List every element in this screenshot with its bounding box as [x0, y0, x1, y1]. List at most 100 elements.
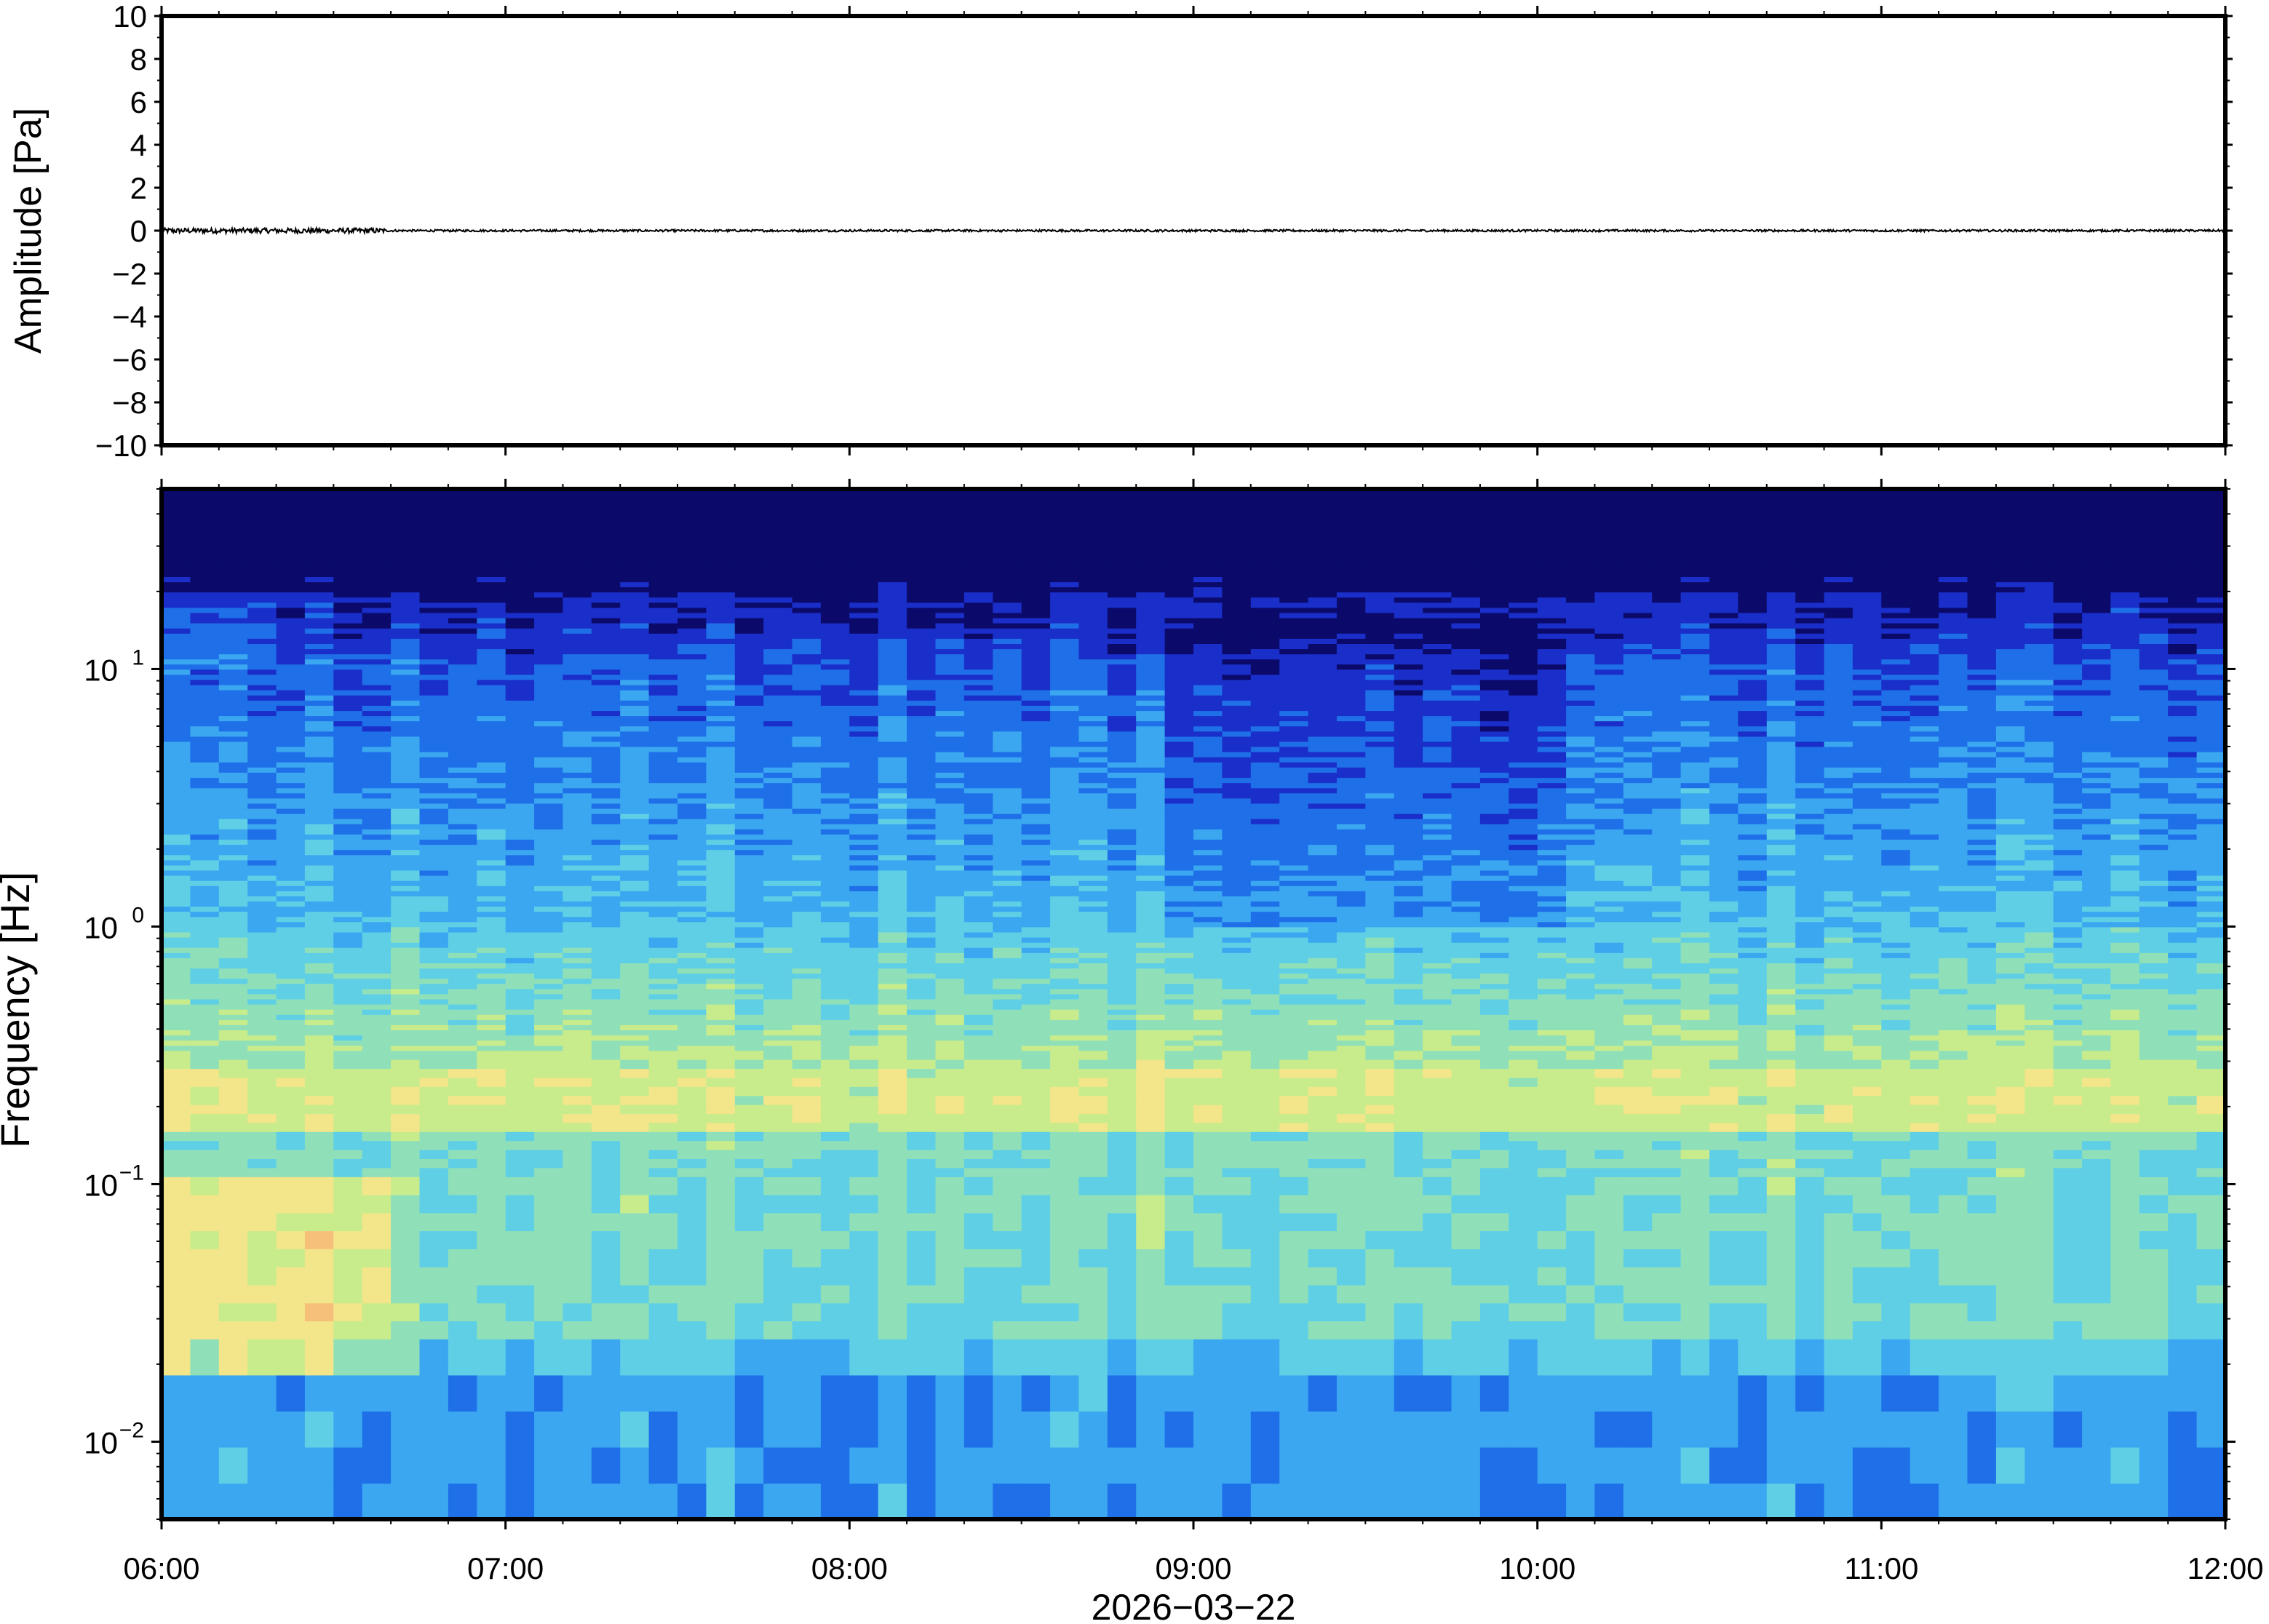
- spectrogram-cell: [878, 653, 907, 660]
- spectrogram-cell: [620, 834, 650, 840]
- spectrogram-cell: [734, 963, 764, 969]
- spectrogram-cell: [448, 819, 478, 824]
- spectrogram-cell: [563, 1158, 592, 1169]
- spectrogram-cell: [677, 839, 707, 845]
- amp-y-tick-label: 8: [130, 42, 147, 76]
- spectrogram-cell: [1078, 931, 1108, 938]
- spectrogram-cell: [1250, 633, 1280, 639]
- spectrogram-cell: [1193, 1284, 1223, 1304]
- spectrogram-cell: [1250, 695, 1280, 701]
- spectrogram-cell: [1021, 690, 1051, 696]
- spectrogram-cell: [391, 1086, 421, 1096]
- spectrogram-cell: [993, 1374, 1022, 1412]
- spectrogram-cell: [391, 813, 421, 819]
- spectrogram-cell: [1107, 1131, 1137, 1142]
- spectrogram-cell: [333, 612, 363, 618]
- spectrogram-cell: [1021, 741, 1051, 747]
- spectrogram-cell: [1107, 942, 1137, 948]
- spectrogram-cell: [591, 586, 621, 593]
- spectrogram-cell: [935, 849, 965, 856]
- spectrogram-cell: [1250, 1030, 1280, 1036]
- spectrogram-cell: [247, 618, 277, 624]
- spectrogram-cell: [534, 586, 564, 593]
- spectrogram-cell: [677, 921, 707, 928]
- spectrogram-cell: [1050, 767, 1080, 773]
- spectrogram-cell: [1193, 772, 1223, 779]
- spectrogram-cell: [1021, 834, 1051, 840]
- spectrogram-cell: [304, 1267, 335, 1286]
- spectrogram-cell: [162, 607, 191, 613]
- spectrogram-cell: [1021, 869, 1051, 876]
- spectrogram-cell: [162, 643, 191, 650]
- spectrogram-cell: [534, 1059, 564, 1070]
- spectrogram-cell: [648, 669, 678, 675]
- spectrogram-cell: [162, 767, 191, 773]
- spectrogram-cell: [1021, 1321, 1051, 1340]
- spectrogram-cell: [1164, 752, 1194, 757]
- spectrogram-cell: [1050, 1004, 1080, 1010]
- spectrogram-cell: [190, 824, 220, 829]
- spectrogram-cell: [591, 597, 621, 603]
- spectrogram-cell: [620, 968, 650, 974]
- spectrogram-cell: [1193, 710, 1223, 717]
- spectrogram-cell: [591, 581, 621, 588]
- spectrogram-cell: [591, 1140, 621, 1150]
- spectrogram-cell: [993, 983, 1022, 990]
- spectrogram-cell: [1193, 1019, 1223, 1025]
- spectrogram-cell: [591, 1095, 621, 1105]
- spectrogram-cell: [1136, 1267, 1166, 1286]
- spectrogram-cell: [391, 741, 421, 747]
- spectrogram-cell: [648, 1267, 678, 1286]
- spectrogram-cell: [677, 685, 707, 690]
- spectrogram-cell: [648, 1321, 678, 1340]
- spectrogram-cell: [1136, 690, 1166, 696]
- spectrogram-cell: [1050, 1045, 1080, 1051]
- spectrogram-cell: [247, 849, 277, 856]
- spectrogram-cell: [734, 1249, 764, 1267]
- spectrogram-cell: [563, 937, 592, 943]
- spectrogram-cell: [1107, 1095, 1137, 1105]
- spectrogram-cell: [1078, 911, 1108, 918]
- spectrogram-cell: [792, 906, 822, 912]
- spectrogram-cell: [820, 963, 851, 969]
- spectrogram-cell: [162, 968, 191, 974]
- spectrogram-cell: [304, 658, 335, 665]
- spectrogram-cell: [304, 710, 335, 717]
- spectrogram-cell: [849, 988, 879, 995]
- spectrogram-cell: [218, 1302, 248, 1321]
- spectrogram-cell: [247, 1158, 277, 1169]
- spectrogram-cell: [362, 782, 392, 789]
- spectrogram-cell: [505, 1009, 535, 1015]
- spectrogram-cell: [218, 1267, 248, 1286]
- spectrogram-cell: [1107, 633, 1137, 639]
- spectrogram-cell: [505, 901, 535, 907]
- spectrogram-cell: [792, 880, 822, 886]
- spectrogram-cell: [734, 911, 764, 918]
- spectrogram-cell: [734, 803, 764, 809]
- spectrogram-cell: [849, 664, 879, 670]
- spectrogram-cell: [907, 829, 937, 835]
- spectrogram-cell: [1193, 1140, 1223, 1150]
- spectrogram-cell: [706, 658, 736, 665]
- spectrogram-cell: [1222, 628, 1252, 634]
- spectrogram-cell: [1107, 1009, 1137, 1015]
- spectrogram-cell: [333, 958, 363, 963]
- spectrogram-cell: [1164, 1113, 1194, 1123]
- spectrogram-cell: [448, 592, 478, 598]
- spectrogram-cell: [935, 1030, 965, 1036]
- spectrogram-cell: [935, 1230, 965, 1249]
- spectrogram-cell: [907, 926, 937, 933]
- spectrogram-cell: [276, 937, 306, 943]
- spectrogram-cell: [448, 680, 478, 685]
- spectrogram-cell: [963, 952, 994, 958]
- spectrogram-cell: [706, 1284, 736, 1304]
- spectrogram-cell: [963, 973, 994, 979]
- spectrogram-cell: [162, 705, 191, 712]
- spectrogram-cell: [1107, 674, 1137, 680]
- spectrogram-cell: [1021, 937, 1051, 943]
- spectrogram-cell: [391, 648, 421, 655]
- spectrogram-cell: [1021, 705, 1051, 712]
- spectrogram-cell: [792, 710, 822, 717]
- spectrogram-cell: [963, 700, 994, 706]
- spectrogram-cell: [563, 1249, 592, 1267]
